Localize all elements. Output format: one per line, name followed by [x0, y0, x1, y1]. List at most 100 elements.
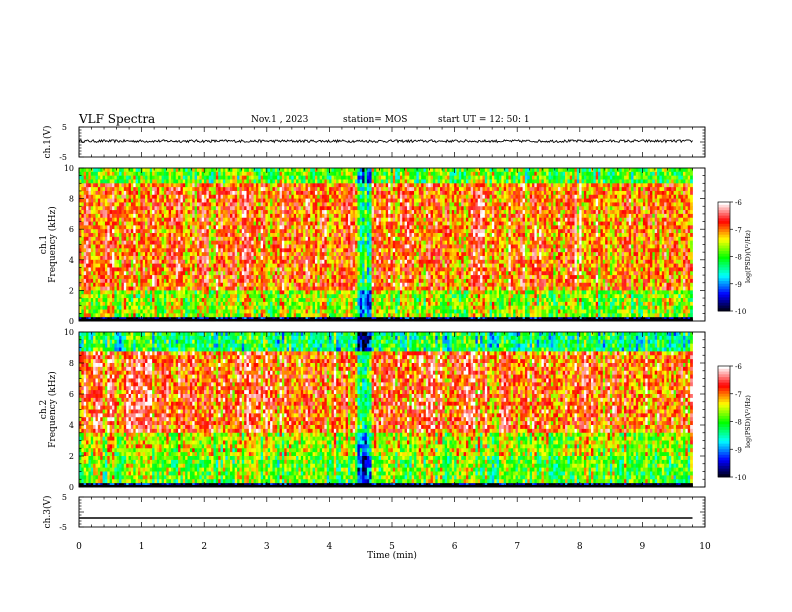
spectrogram-cell: [81, 271, 84, 275]
spectrogram-cell: [98, 241, 101, 245]
spectrogram-cell: [173, 279, 176, 283]
spectrogram-cell: [199, 283, 202, 287]
spectrogram-cell: [119, 287, 122, 291]
spectrogram-cell: [317, 202, 320, 206]
spectrogram-cell: [362, 279, 365, 283]
spectrogram-cell: [86, 187, 89, 191]
spectrogram-cell: [294, 210, 297, 214]
spectrogram-cell: [298, 275, 301, 279]
spectrogram-cell: [81, 260, 84, 264]
spectrogram-cell: [334, 279, 337, 283]
spectrogram-cell: [247, 287, 250, 291]
spectrogram-cell: [315, 179, 318, 183]
spectrogram-cell: [143, 187, 146, 191]
spectrogram-cell: [178, 210, 181, 214]
spectrogram-cell: [306, 264, 309, 268]
spectrogram-cell: [86, 176, 89, 180]
spectrogram-cell: [143, 179, 146, 183]
spectrogram-cell: [204, 294, 207, 298]
spectrogram-cell: [190, 287, 193, 291]
spectrogram-cell: [93, 267, 96, 271]
spectrogram-cell: [228, 225, 231, 229]
spectrogram-cell: [150, 264, 153, 268]
spectrogram-cell: [195, 248, 198, 252]
spectrogram-cell: [244, 302, 247, 306]
spectrogram-cell: [239, 206, 242, 210]
spectrogram-cell: [256, 218, 259, 222]
spectrogram-cell: [244, 187, 247, 191]
spectrogram-cell: [298, 267, 301, 271]
spectrogram-cell: [225, 225, 228, 229]
spectrogram-cell: [308, 168, 311, 172]
spectrogram-cell: [353, 248, 356, 252]
spectrogram-cell: [320, 260, 323, 264]
spectrogram-cell: [357, 313, 360, 317]
spectrogram-cell: [263, 199, 266, 203]
spectrogram-cell: [275, 313, 278, 317]
spectrogram-cell: [348, 298, 351, 302]
spectrogram-cell: [114, 283, 117, 287]
spectrogram-cell: [355, 218, 358, 222]
spectrogram-cell: [145, 260, 148, 264]
spectrogram-cell: [145, 264, 148, 268]
spectrogram-cell: [339, 183, 342, 187]
spectrogram-cell: [110, 283, 113, 287]
spectrogram-cell: [254, 222, 257, 226]
spectrogram-cell: [284, 225, 287, 229]
spectrogram-cell: [272, 225, 275, 229]
spectrogram-cell: [140, 179, 143, 183]
spectrogram-cell: [183, 310, 186, 314]
spectrogram-cell: [159, 275, 162, 279]
spectrogram-cell: [280, 302, 283, 306]
spectrogram-cell: [110, 183, 113, 187]
spectrogram-cell: [357, 222, 360, 226]
spectrogram-cell: [107, 187, 110, 191]
spectrogram-cell: [190, 260, 193, 264]
spectrogram-cell: [324, 179, 327, 183]
spectrogram-cell: [322, 179, 325, 183]
spectrogram-cell: [213, 264, 216, 268]
spectrogram-cell: [249, 168, 252, 172]
spectrogram-cell: [152, 302, 155, 306]
spectrogram-cell: [343, 256, 346, 260]
spectrogram-cell: [96, 271, 99, 275]
spectrogram-cell: [86, 290, 89, 294]
spectrogram-cell: [310, 252, 313, 256]
spectrogram-cell: [166, 298, 169, 302]
spectrogram-cell: [249, 302, 252, 306]
spectrogram-cell: [322, 202, 325, 206]
spectrogram-cell: [244, 237, 247, 241]
spectrogram-cell: [230, 176, 233, 180]
spectrogram-cell: [114, 225, 117, 229]
spectrogram-cell: [176, 306, 179, 310]
spectrogram-cell: [180, 287, 183, 291]
spectrogram-cell: [100, 267, 103, 271]
spectrogram-cell: [178, 229, 181, 233]
spectrogram-cell: [199, 225, 202, 229]
spectrogram-cell: [322, 306, 325, 310]
spectrogram-cell: [223, 218, 226, 222]
spectrogram-cell: [112, 202, 115, 206]
spectrogram-cell: [114, 229, 117, 233]
spectrogram-cell: [329, 245, 332, 249]
spectrogram-cell: [136, 283, 139, 287]
spectrogram-cell: [143, 233, 146, 237]
spectrogram-cell: [296, 306, 299, 310]
spectrogram-cell: [162, 183, 165, 187]
spectrogram-cell: [221, 248, 224, 252]
spectrogram-cell: [225, 183, 228, 187]
spectrogram-cell: [327, 283, 330, 287]
spectrogram-cell: [190, 214, 193, 218]
spectrogram-cell: [145, 298, 148, 302]
spectrogram-cell: [143, 313, 146, 317]
spectrogram-cell: [256, 252, 259, 256]
spectrogram-cell: [315, 168, 318, 172]
spectrogram-cell: [355, 264, 358, 268]
spectrogram-cell: [218, 199, 221, 203]
spectrogram-cell: [230, 241, 233, 245]
spectrogram-cell: [188, 275, 191, 279]
spectrogram-cell: [258, 210, 261, 214]
spectrogram-cell: [329, 287, 332, 291]
spectrogram-cell: [197, 287, 200, 291]
spectrogram-cell: [261, 287, 264, 291]
